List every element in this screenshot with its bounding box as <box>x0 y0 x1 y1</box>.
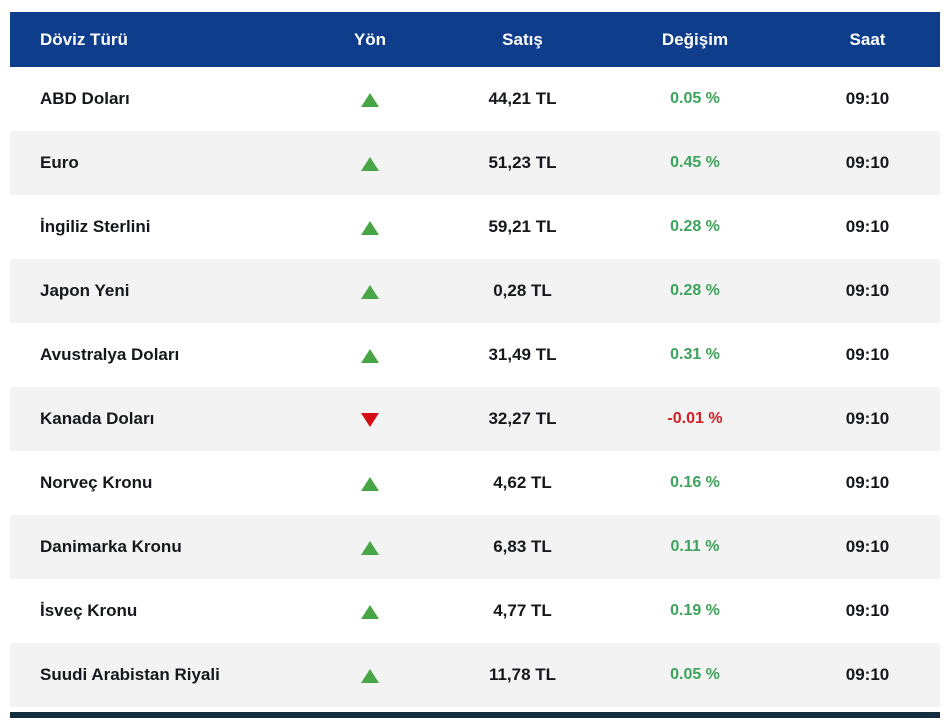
currency-name: Euro <box>40 153 79 172</box>
sale-price: 0,28 TL <box>493 281 552 300</box>
up-triangle-icon <box>361 668 379 683</box>
table-row: Euro 51,23 TL 0.45 % 09:10 <box>10 131 940 195</box>
up-triangle-icon <box>361 92 379 107</box>
currency-name: Norveç Kronu <box>40 473 153 492</box>
up-triangle-icon <box>361 348 379 363</box>
change-percent: 0.45 % <box>670 154 720 171</box>
sale-price: 59,21 TL <box>488 217 557 236</box>
currency-name: Kanada Doları <box>40 409 155 428</box>
up-triangle-icon <box>361 476 379 491</box>
change-percent: 0.31 % <box>670 346 720 363</box>
bottom-divider-bar <box>10 712 940 718</box>
currency-name: İsveç Kronu <box>40 601 138 620</box>
currency-name: Japon Yeni <box>40 281 130 300</box>
sale-price: 32,27 TL <box>488 409 557 428</box>
update-time: 09:10 <box>845 601 890 620</box>
change-percent: 0.11 % <box>670 538 720 555</box>
direction-cell <box>290 281 450 301</box>
update-time: 09:10 <box>845 665 890 684</box>
table-row: Norveç Kronu 4,62 TL 0.16 % 09:10 <box>10 451 940 515</box>
table-body: ABD Doları 44,21 TL 0.05 % 09:10 Euro 51… <box>10 67 940 707</box>
down-triangle-icon <box>361 412 379 427</box>
sale-price: 31,49 TL <box>488 345 557 364</box>
direction-cell <box>290 665 450 685</box>
up-triangle-icon <box>361 604 379 619</box>
direction-cell <box>290 89 450 109</box>
direction-cell <box>290 601 450 621</box>
currency-name: İngiliz Sterlini <box>40 217 151 236</box>
direction-cell <box>290 153 450 173</box>
table-row: İngiliz Sterlini 59,21 TL 0.28 % 09:10 <box>10 195 940 259</box>
change-percent: 0.16 % <box>670 474 720 491</box>
change-percent: 0.19 % <box>670 602 720 619</box>
header-direction: Yön <box>353 29 387 49</box>
update-time: 09:10 <box>845 473 890 492</box>
header-change: Değişim <box>661 29 729 49</box>
header-sale-price: Satış <box>502 29 543 49</box>
header-currency-type: Döviz Türü <box>40 29 128 49</box>
update-time: 09:10 <box>845 153 890 172</box>
change-percent: 0.05 % <box>670 90 720 107</box>
update-time: 09:10 <box>845 409 890 428</box>
change-percent: 0.28 % <box>670 282 720 299</box>
up-triangle-icon <box>361 220 379 235</box>
currency-name: Danimarka Kronu <box>40 537 182 556</box>
table-row: Suudi Arabistan Riyali 11,78 TL 0.05 % 0… <box>10 643 940 707</box>
update-time: 09:10 <box>845 217 890 236</box>
currency-name: Avustralya Doları <box>40 345 180 364</box>
sale-price: 44,21 TL <box>488 89 557 108</box>
update-time: 09:10 <box>845 281 890 300</box>
table-header-row: Döviz Türü Yön Satış Değişim Saat <box>10 12 940 67</box>
change-percent: -0.01 % <box>667 410 723 427</box>
sale-price: 4,77 TL <box>493 601 552 620</box>
up-triangle-icon <box>361 284 379 299</box>
currency-name: ABD Doları <box>40 89 130 108</box>
table-row: Danimarka Kronu 6,83 TL 0.11 % 09:10 <box>10 515 940 579</box>
table-row: Japon Yeni 0,28 TL 0.28 % 09:10 <box>10 259 940 323</box>
currency-name: Suudi Arabistan Riyali <box>40 665 220 684</box>
table-row: Kanada Doları 32,27 TL -0.01 % 09:10 <box>10 387 940 451</box>
sale-price: 6,83 TL <box>493 537 552 556</box>
direction-cell <box>290 345 450 365</box>
sale-price: 4,62 TL <box>493 473 552 492</box>
update-time: 09:10 <box>845 537 890 556</box>
direction-cell <box>290 217 450 237</box>
currency-rates-table: Döviz Türü Yön Satış Değişim Saat ABD Do… <box>10 12 940 707</box>
change-percent: 0.05 % <box>670 666 720 683</box>
up-triangle-icon <box>361 156 379 171</box>
table-row: İsveç Kronu 4,77 TL 0.19 % 09:10 <box>10 579 940 643</box>
sale-price: 11,78 TL <box>488 665 557 684</box>
update-time: 09:10 <box>845 89 890 108</box>
change-percent: 0.28 % <box>670 218 720 235</box>
up-triangle-icon <box>361 540 379 555</box>
table-row: Avustralya Doları 31,49 TL 0.31 % 09:10 <box>10 323 940 387</box>
sale-price: 51,23 TL <box>488 153 557 172</box>
table-row: ABD Doları 44,21 TL 0.05 % 09:10 <box>10 67 940 131</box>
header-time: Saat <box>849 29 886 49</box>
direction-cell <box>290 537 450 557</box>
update-time: 09:10 <box>845 345 890 364</box>
direction-cell <box>290 409 450 429</box>
direction-cell <box>290 473 450 493</box>
